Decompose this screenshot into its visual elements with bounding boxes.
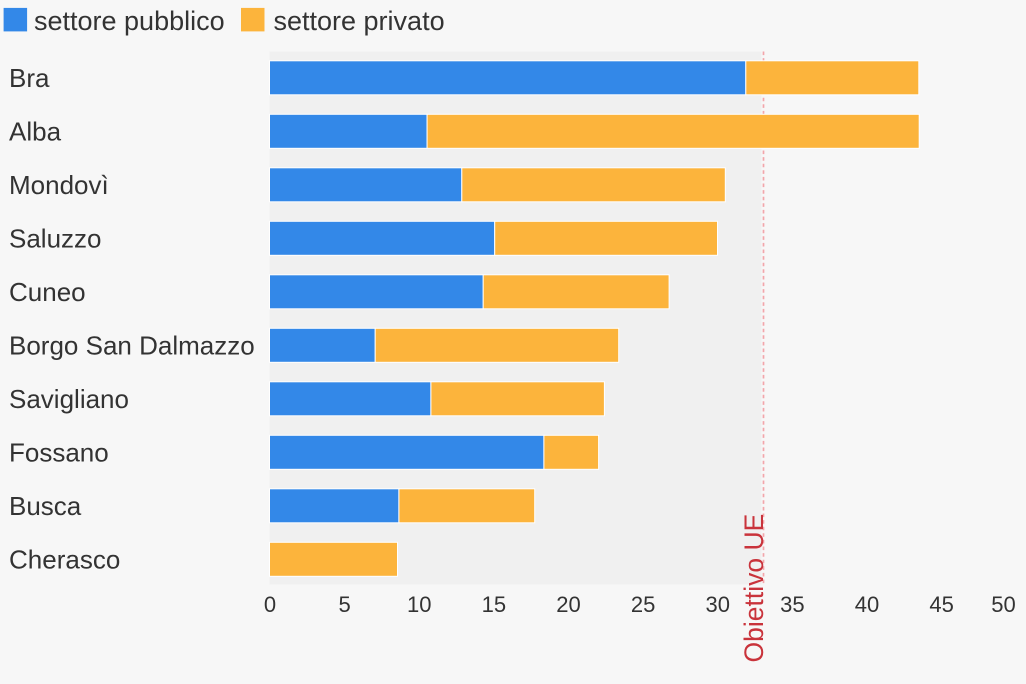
- svg-text:20: 20: [556, 592, 580, 617]
- svg-text:5: 5: [338, 592, 350, 617]
- svg-text:Cherasco: Cherasco: [9, 544, 120, 574]
- svg-text:45: 45: [929, 592, 953, 617]
- svg-text:Obiettivo UE: Obiettivo UE: [739, 514, 769, 663]
- svg-text:Busca: Busca: [9, 491, 82, 521]
- svg-text:25: 25: [631, 592, 655, 617]
- svg-text:Mondovì: Mondovì: [9, 170, 109, 200]
- svg-text:Bra: Bra: [9, 63, 50, 93]
- svg-text:Cuneo: Cuneo: [9, 277, 86, 307]
- svg-text:Borgo San Dalmazzo: Borgo San Dalmazzo: [9, 330, 255, 360]
- svg-text:Fossano: Fossano: [9, 437, 109, 467]
- svg-text:Saluzzo: Saluzzo: [9, 223, 102, 253]
- svg-text:settore pubblico: settore pubblico: [34, 6, 225, 36]
- svg-text:30: 30: [705, 592, 729, 617]
- svg-text:15: 15: [482, 592, 506, 617]
- svg-text:40: 40: [855, 592, 879, 617]
- svg-text:Savigliano: Savigliano: [9, 384, 129, 414]
- svg-text:50: 50: [991, 592, 1015, 617]
- svg-text:settore privato: settore privato: [274, 6, 445, 36]
- svg-text:35: 35: [780, 592, 804, 617]
- svg-text:0: 0: [264, 592, 276, 617]
- svg-text:Alba: Alba: [9, 116, 62, 146]
- svg-text:10: 10: [407, 592, 431, 617]
